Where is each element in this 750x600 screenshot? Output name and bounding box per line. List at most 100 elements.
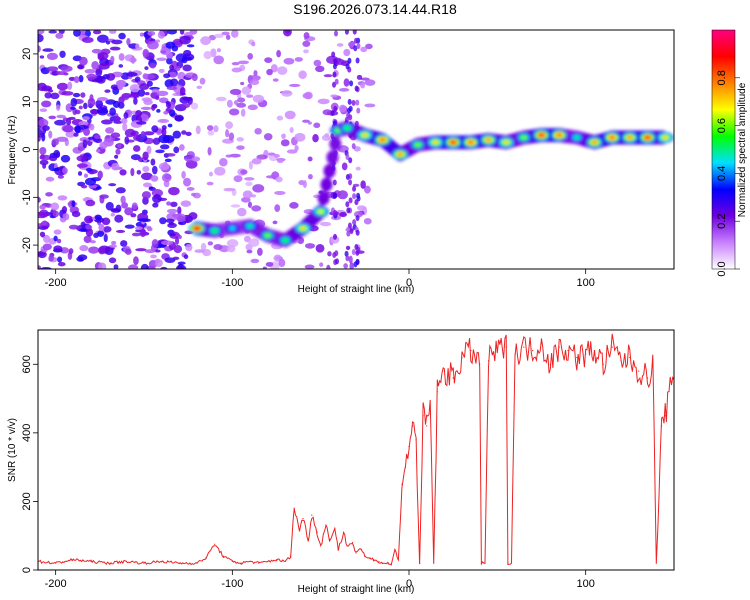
- spectrogram-noise-cell: [99, 141, 108, 150]
- snr-data-point: [540, 343, 543, 345]
- spectrogram-noise-cell: [251, 158, 262, 165]
- spectrogram-ridge-point: [344, 126, 351, 130]
- spectrogram-ridge-point: [573, 135, 580, 140]
- spectrogram-noise-cell: [338, 87, 350, 92]
- spectrogram-noise-cell: [276, 49, 281, 58]
- spectrogram-noise-cell: [345, 173, 350, 180]
- spectrogram-noise-cell: [109, 30, 117, 34]
- spectrogram-noise-cell: [349, 80, 354, 87]
- spectrogram-noise-cell: [179, 30, 185, 35]
- snr-data-point: [355, 552, 357, 554]
- spectrogram-noise-cell: [247, 104, 258, 111]
- spectrogram-noise-cell: [236, 145, 245, 150]
- spectrogram-noise-cell: [54, 119, 66, 126]
- spectrogram-noise-cell: [233, 100, 239, 105]
- colorbar-ticks: 0.0 0.2 0.4 0.6 0.8: [716, 70, 740, 277]
- spectrogram-noise-cell: [333, 233, 338, 240]
- spectrogram-noise-cell: [236, 102, 247, 108]
- spectrogram-noise-cell: [70, 106, 76, 110]
- spectrogram-noise-cell: [330, 94, 338, 98]
- spectrogram-noise-cell: [142, 165, 150, 172]
- spectrogram-noise-cell: [79, 228, 88, 232]
- spectrogram-noise-cell: [349, 228, 354, 235]
- spectrogram-noise-cell: [111, 240, 117, 245]
- spectrogram-noise-cell: [256, 154, 268, 160]
- spectrogram-noise-cell: [134, 226, 143, 231]
- spectrogram-noise-cell: [167, 222, 177, 229]
- spectrogram-noise-cell: [356, 205, 367, 211]
- spectrogram-noise-cell: [281, 90, 293, 97]
- spectrogram-noise-cell: [40, 266, 52, 269]
- spectrogram-noise-cell: [159, 217, 167, 225]
- spectrogram-noise-cell: [70, 97, 78, 107]
- spectrogram-ridge-point: [414, 142, 421, 147]
- spectrogram-noise-cell: [168, 71, 177, 78]
- spectrogram-noise-cell: [133, 256, 139, 266]
- spectrogram-ridge-point: [264, 233, 271, 238]
- spectrogram-noise-cell: [298, 70, 307, 80]
- spectrogram-noise-cell: [272, 220, 278, 225]
- spectrogram-noise-cell: [156, 57, 167, 61]
- spectrogram-noise-cell: [133, 134, 141, 141]
- spectrogram-noise-cell: [142, 151, 149, 161]
- spectrogram-noise-cell: [231, 30, 239, 38]
- spectrogram-noise-cell: [281, 133, 286, 139]
- spectrogram-noise-cell: [303, 49, 309, 54]
- snr-data-point: [196, 562, 198, 564]
- spectrogram-noise-cell: [56, 136, 69, 142]
- spectrogram-noise-cell: [81, 37, 94, 43]
- spectrogram-noise-cell: [163, 73, 171, 79]
- snr-y-tick-label: 0: [21, 567, 33, 573]
- snr-data-point: [258, 562, 260, 564]
- spectrogram-ridge-point: [503, 140, 510, 145]
- spectrogram-noise-cell: [266, 68, 273, 76]
- spectrogram-x-tick-label: 0: [406, 277, 412, 289]
- snr-data-point: [652, 363, 654, 365]
- spectrogram-noise-cell: [345, 153, 350, 160]
- snr-x-tick-label: 100: [576, 578, 594, 590]
- spectrogram-noise-cell: [78, 64, 84, 70]
- spectrogram-noise-cell: [346, 107, 351, 114]
- spectrogram-noise-cell: [106, 73, 116, 81]
- spectrogram-noise-cell: [319, 262, 324, 267]
- spectrogram-noise-cell: [351, 99, 356, 106]
- spectrogram-noise-cell: [155, 95, 160, 101]
- spectrogram-noise-cell: [135, 43, 140, 50]
- spectrogram-noise-cell: [129, 84, 141, 93]
- spectrogram-noise-cell: [276, 158, 284, 164]
- spectrogram-noise-cell: [347, 41, 355, 48]
- spectrogram-noise-cell: [48, 130, 53, 139]
- spectrogram-noise-cell: [124, 207, 134, 216]
- spectrogram-noise-cell: [178, 221, 187, 226]
- spectrogram-noise-cell: [180, 102, 191, 109]
- spectrogram-noise-cell: [221, 31, 230, 36]
- spectrogram-noise-cell: [237, 207, 247, 217]
- spectrogram-noise-layer: [38, 30, 376, 269]
- spectrogram-noise-cell: [231, 67, 242, 73]
- snr-data-point: [558, 346, 560, 348]
- spectrogram-noise-cell: [227, 244, 236, 253]
- spectrogram-noise-cell: [150, 254, 157, 259]
- snr-data-point: [436, 391, 438, 393]
- snr-data-point: [404, 466, 407, 468]
- spectrogram-noise-cell: [191, 192, 197, 197]
- snr-data-point: [470, 349, 472, 352]
- spectrogram-noise-cell: [163, 110, 169, 115]
- spectrogram-ridge-point: [450, 140, 457, 145]
- spectrogram-noise-cell: [233, 175, 243, 183]
- spectrogram-noise-cell: [38, 133, 45, 138]
- colorbar-tick-label: 0.6: [716, 118, 728, 133]
- spectrogram-noise-cell: [78, 75, 84, 83]
- spectrogram-noise-cell: [346, 230, 351, 237]
- spectrogram-noise-cell: [265, 261, 274, 267]
- spectrogram-noise-cell: [105, 99, 117, 105]
- spectrogram-noise-cell: [213, 244, 223, 250]
- spectrogram-noise-cell: [356, 43, 361, 50]
- spectrogram-noise-cell: [257, 247, 263, 256]
- spectrogram-noise-cell: [351, 249, 356, 256]
- spectrogram-noise-cell: [91, 61, 99, 70]
- spectrogram-noise-cell: [307, 121, 312, 125]
- spectrogram-noise-cell: [91, 48, 102, 54]
- spectrogram-noise-cell: [343, 263, 349, 269]
- spectrogram-noise-cell: [214, 33, 224, 39]
